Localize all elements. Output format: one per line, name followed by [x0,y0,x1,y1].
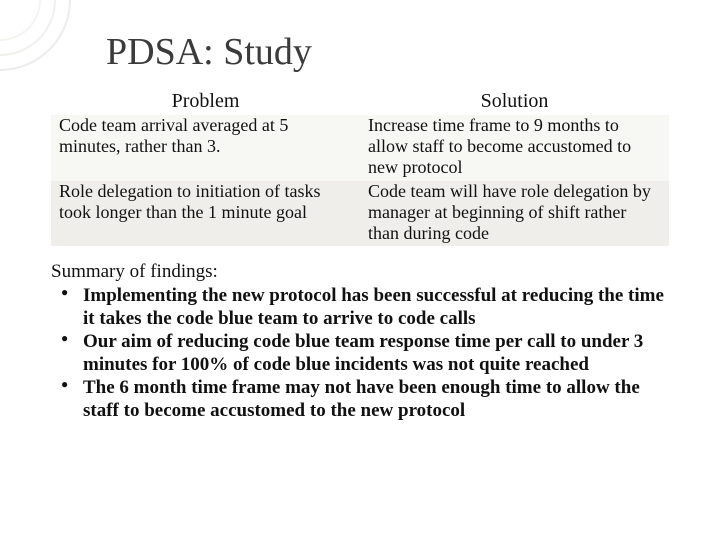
solution-cell: Increase time frame to 9 months to allow… [360,115,669,181]
findings-heading: Summary of findings: [51,260,669,283]
table-row: Code team arrival averaged at 5 minutes,… [51,115,669,181]
column-header-problem: Problem [51,88,360,115]
solution-cell: Code team will have role delegation by m… [360,181,669,247]
finding-item: Our aim of reducing code blue team respo… [83,330,669,376]
problem-cell: Code team arrival averaged at 5 minutes,… [51,115,360,181]
summary-of-findings: Summary of findings: Implementing the ne… [51,260,669,422]
problem-solution-table: Problem Solution Code team arrival avera… [51,88,669,246]
finding-item: Implementing the new protocol has been s… [83,284,669,330]
slide: PDSA: Study Problem Solution Code team a… [0,0,720,540]
problem-cell: Role delegation to initiation of tasks t… [51,181,360,247]
column-header-solution: Solution [360,88,669,115]
finding-item: The 6 month time frame may not have been… [83,376,669,422]
table-row: Role delegation to initiation of tasks t… [51,181,669,247]
slide-title: PDSA: Study [106,30,672,74]
